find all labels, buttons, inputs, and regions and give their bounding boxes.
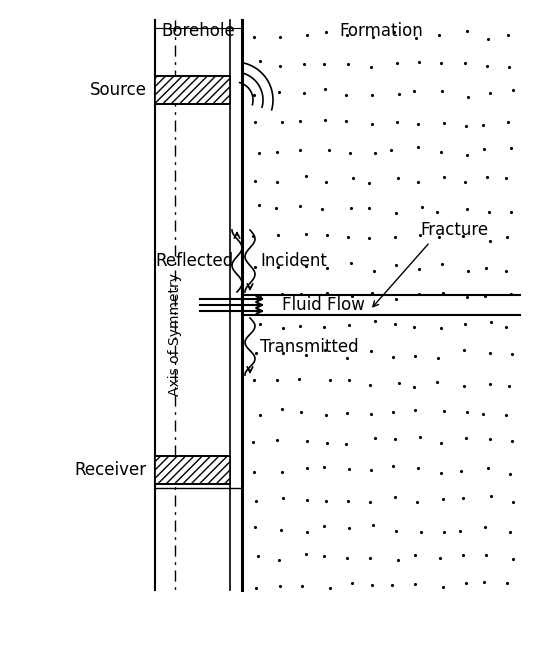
- Bar: [155, 456, 230, 484]
- Text: Fluid Flow: Fluid Flow: [282, 296, 365, 314]
- Text: Source: Source: [90, 81, 147, 99]
- Bar: [155, 76, 230, 104]
- Text: Receiver: Receiver: [75, 461, 147, 479]
- Text: Axis of Symmetry: Axis of Symmetry: [168, 273, 182, 397]
- Text: Transmitted: Transmitted: [260, 337, 359, 356]
- Text: Formation: Formation: [339, 22, 423, 40]
- Text: Fracture: Fracture: [420, 221, 488, 239]
- Text: Incident: Incident: [260, 252, 327, 270]
- Text: Reflected: Reflected: [156, 252, 234, 270]
- Text: Borehole: Borehole: [162, 22, 235, 40]
- Bar: [155, 456, 230, 484]
- Bar: [155, 76, 230, 104]
